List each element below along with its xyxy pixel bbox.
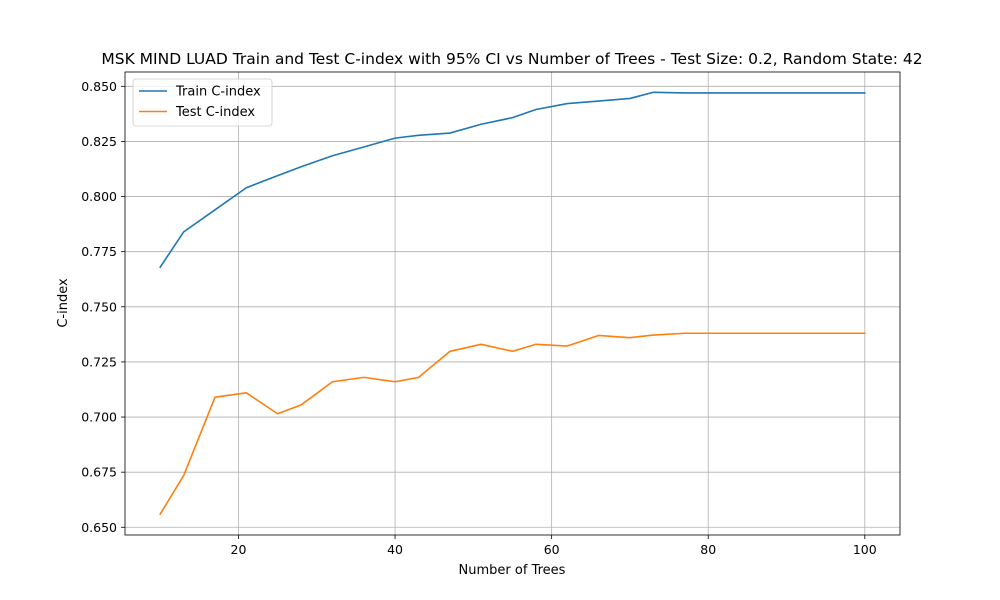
plot-frame <box>124 71 901 536</box>
y-tick-label: 0.800 <box>81 189 117 204</box>
y-tick-label: 0.675 <box>81 465 117 480</box>
x-tick-label: 40 <box>387 542 403 557</box>
y-tick-label: 0.750 <box>81 299 117 314</box>
x-tick-label: 20 <box>231 542 247 557</box>
test-c-index-line <box>159 332 866 516</box>
legend-label-test-c-index: Test C-index <box>175 105 255 120</box>
x-tick-label: 100 <box>853 542 877 557</box>
y-tick-label: 0.700 <box>81 410 117 425</box>
x-tick-label: 80 <box>700 542 716 557</box>
grid-layer <box>125 72 900 535</box>
legend-label-train-c-index: Train C-index <box>175 85 261 100</box>
tick-layer: 20 40 60 80 100 0.650 0.675 0.700 0.725 0.750 0.77… <box>81 79 877 557</box>
y-tick-label: 0.850 <box>81 79 117 94</box>
legend-box <box>132 78 273 127</box>
x-tick-label: 60 <box>544 542 560 557</box>
series-layer <box>159 91 866 516</box>
chart-title: MSK MIND LUAD Train and Test C-index wit… <box>101 50 922 68</box>
y-tick-label: 0.825 <box>81 134 117 149</box>
y-tick-label: 0.725 <box>81 354 117 369</box>
y-tick-label: 0.650 <box>81 520 117 535</box>
x-axis-label: Number of Trees <box>459 563 566 578</box>
train-c-index-line <box>159 91 866 269</box>
legend: Train C-index Test C-index <box>132 78 273 127</box>
y-axis-label: C-index <box>56 278 71 328</box>
y-tick-label: 0.775 <box>81 244 117 259</box>
